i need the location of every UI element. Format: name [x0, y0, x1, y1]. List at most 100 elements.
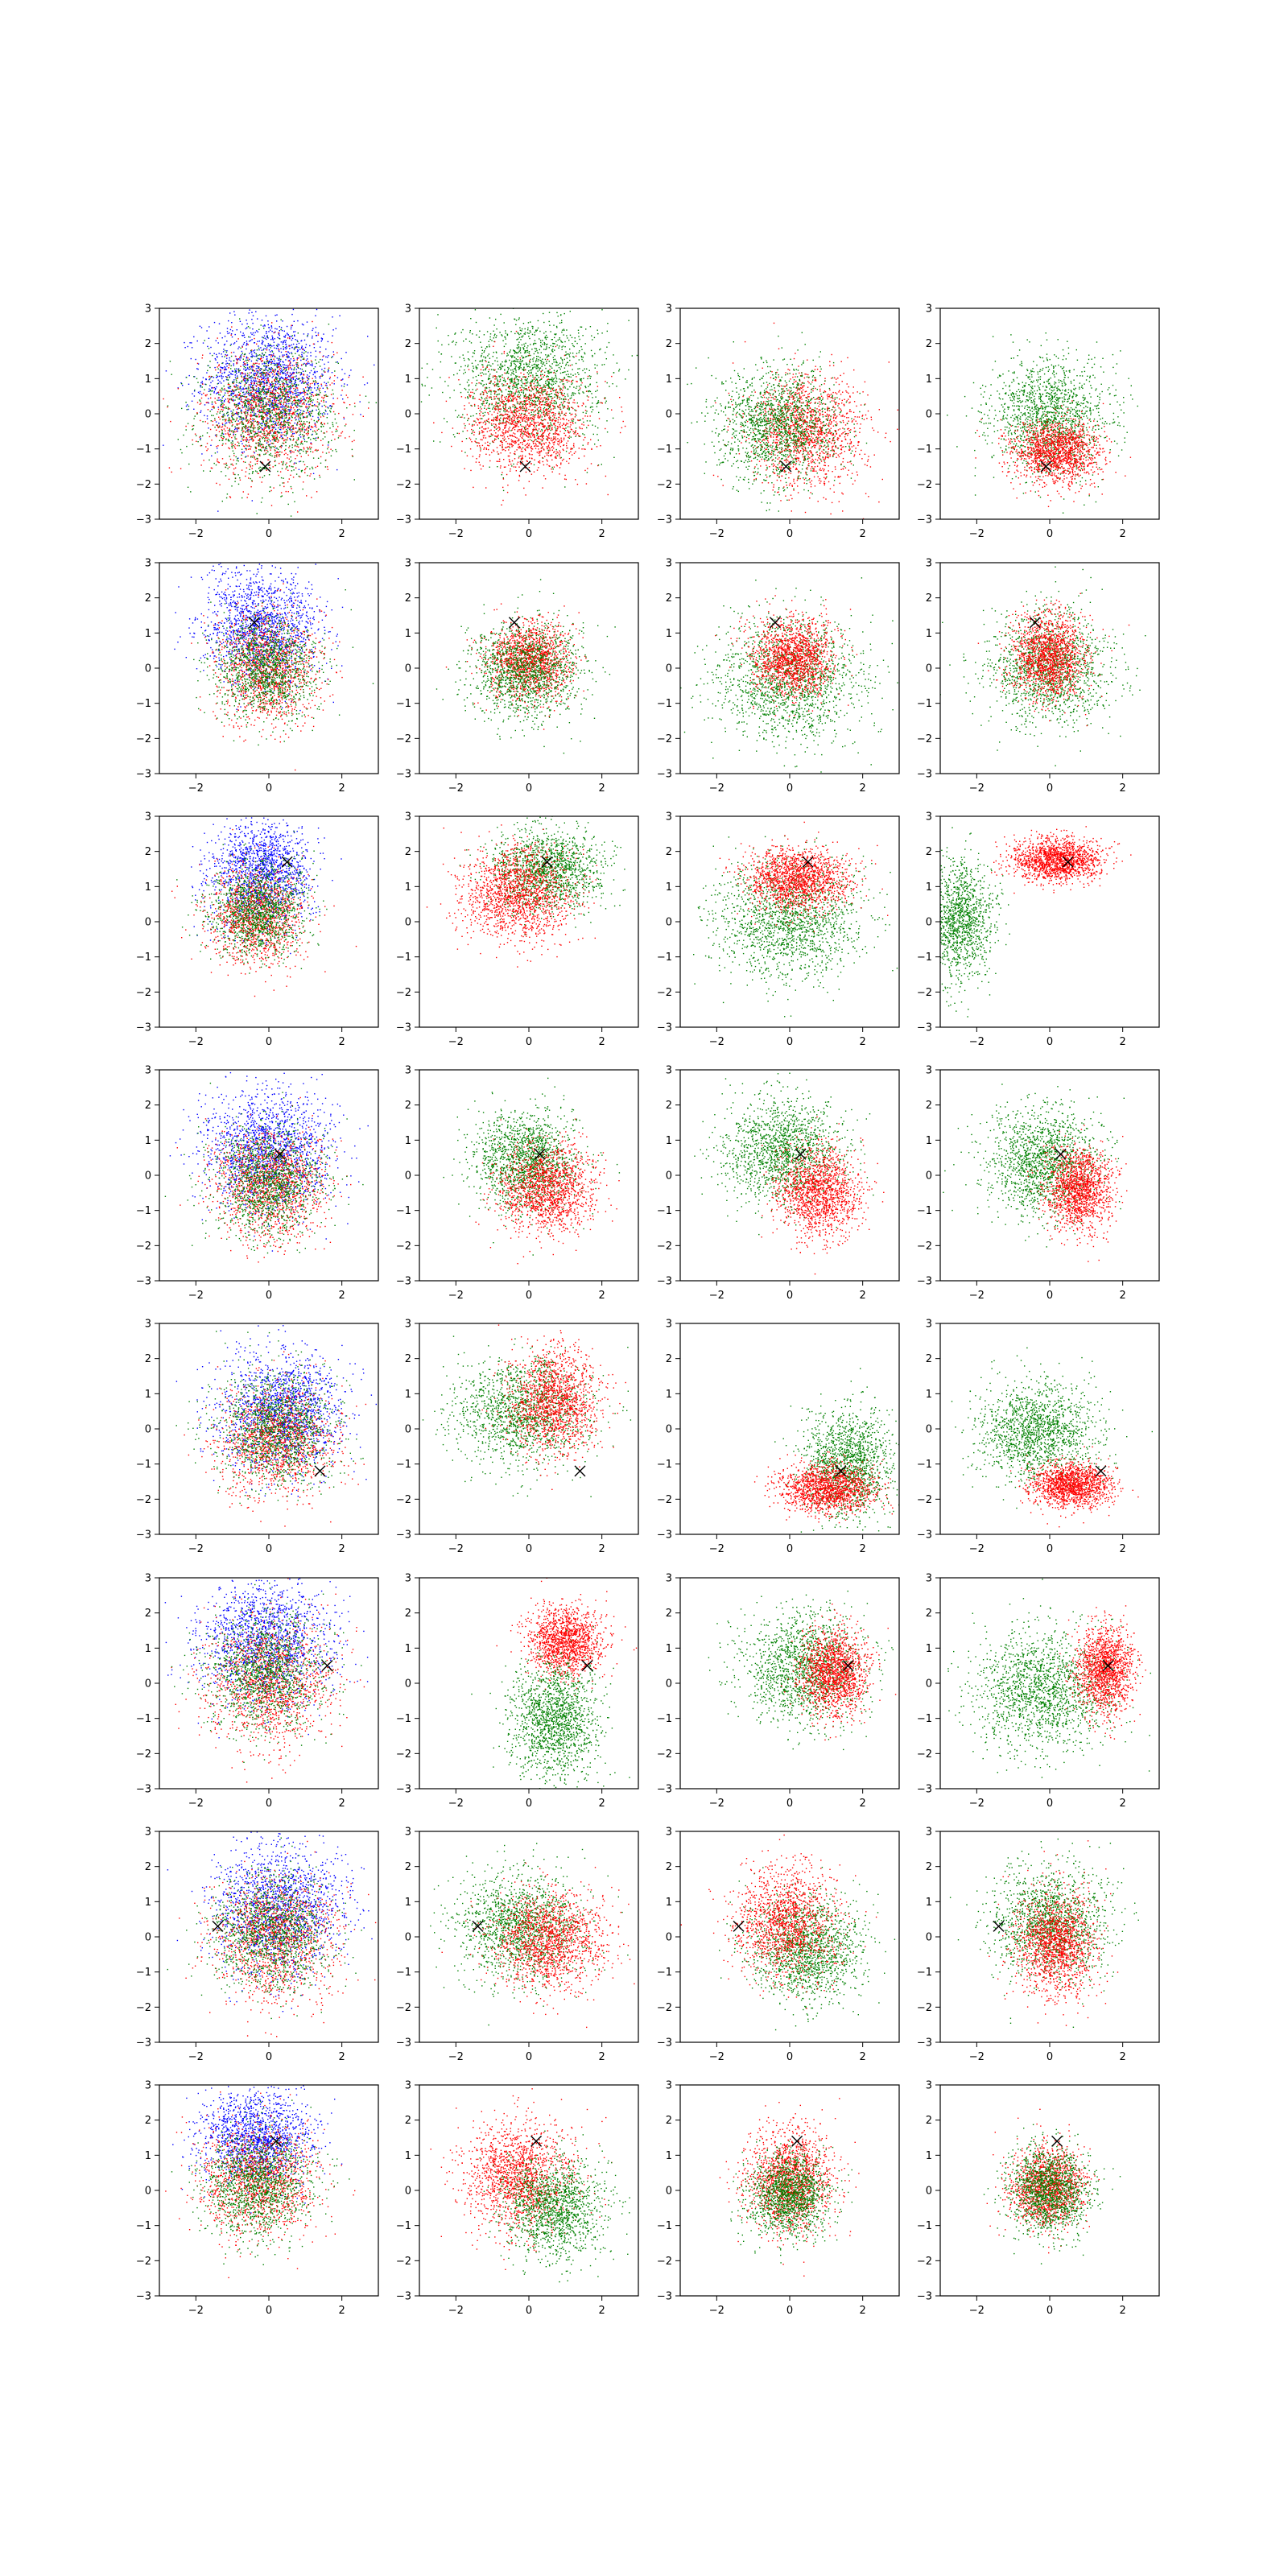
data-point	[305, 387, 306, 388]
data-point	[257, 349, 258, 350]
data-point	[221, 433, 222, 434]
data-point	[254, 421, 255, 422]
data-point	[281, 477, 282, 478]
data-point	[227, 468, 228, 469]
data-point	[290, 375, 291, 376]
data-point	[240, 386, 241, 387]
data-point	[270, 396, 271, 397]
data-point	[297, 340, 298, 341]
data-point	[580, 385, 581, 386]
data-point	[256, 383, 257, 384]
data-point	[235, 334, 236, 335]
data-point	[510, 400, 511, 401]
data-point	[217, 510, 218, 511]
data-point	[307, 364, 308, 365]
data-point	[538, 398, 539, 399]
data-point	[491, 369, 492, 370]
data-point	[238, 372, 239, 373]
data-point	[284, 420, 285, 421]
data-point	[465, 339, 466, 340]
data-point	[259, 305, 260, 306]
data-point	[217, 362, 218, 363]
data-point	[291, 470, 292, 471]
data-point	[263, 430, 264, 431]
data-point	[367, 382, 368, 383]
data-point	[299, 392, 300, 393]
data-point	[295, 431, 296, 432]
data-point	[222, 445, 223, 446]
data-point	[268, 392, 269, 393]
data-point	[267, 320, 268, 321]
data-point	[284, 331, 285, 332]
data-point	[221, 429, 222, 430]
data-point	[533, 344, 534, 345]
data-point	[286, 422, 287, 423]
data-point	[286, 491, 287, 492]
data-point	[283, 393, 284, 394]
data-point	[286, 370, 287, 371]
data-point	[243, 362, 244, 363]
data-point	[250, 486, 251, 487]
data-point	[281, 461, 282, 462]
data-point	[488, 371, 489, 372]
data-point	[299, 402, 300, 403]
data-point	[248, 398, 249, 399]
data-point	[292, 412, 293, 413]
data-point	[250, 387, 251, 388]
data-point	[459, 369, 460, 370]
data-point	[316, 395, 317, 396]
data-point	[242, 407, 243, 408]
data-point	[194, 395, 195, 396]
data-point	[200, 445, 201, 446]
data-point	[286, 405, 287, 406]
data-point	[206, 372, 207, 373]
data-point	[300, 406, 301, 407]
data-point	[318, 334, 319, 335]
data-point	[327, 448, 328, 449]
data-point	[525, 410, 526, 411]
data-point	[238, 445, 239, 446]
data-point	[246, 378, 247, 379]
data-point	[237, 387, 238, 388]
data-point	[236, 406, 237, 407]
data-point	[274, 410, 275, 411]
data-point	[296, 424, 297, 425]
data-point	[287, 384, 288, 385]
data-point	[241, 434, 242, 435]
data-point	[228, 320, 229, 321]
data-point	[553, 357, 554, 358]
data-point	[487, 400, 488, 401]
data-point	[276, 416, 277, 417]
data-point	[562, 372, 563, 373]
data-point	[229, 312, 230, 313]
data-point	[541, 412, 542, 413]
data-point	[282, 438, 283, 439]
data-point	[228, 400, 229, 401]
data-point	[243, 491, 244, 492]
data-point	[273, 409, 274, 410]
data-point	[256, 397, 257, 398]
data-point	[324, 391, 325, 392]
data-point	[482, 403, 483, 404]
data-point	[270, 345, 271, 346]
data-point	[285, 335, 286, 336]
data-point	[522, 407, 523, 408]
data-point	[302, 429, 303, 430]
data-point	[224, 414, 225, 415]
data-point	[283, 440, 284, 441]
data-point	[321, 422, 322, 423]
data-point	[301, 470, 302, 471]
data-point	[306, 382, 307, 383]
data-point	[284, 454, 285, 455]
data-point	[206, 394, 207, 395]
data-point	[259, 454, 260, 455]
data-point	[215, 358, 216, 359]
data-point	[229, 391, 230, 392]
data-point	[202, 357, 203, 358]
data-point	[288, 345, 289, 346]
data-point	[205, 446, 206, 447]
data-point	[313, 374, 314, 375]
data-point	[200, 436, 201, 437]
data-point	[294, 433, 295, 434]
data-point	[280, 435, 281, 436]
